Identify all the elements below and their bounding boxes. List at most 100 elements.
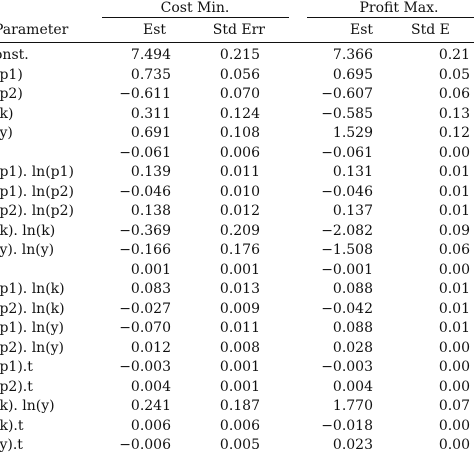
table-row: (p1).t −0.003 0.001 −0.003 0.00 xyxy=(0,358,474,378)
profit-estimate-cell: 0.004 xyxy=(332,378,373,395)
table-row: (k) 0.311 0.124 −0.585 0.13 xyxy=(0,105,474,125)
cost-std-error-cell: 0.001 xyxy=(219,359,260,375)
cost-est-column-header: Est xyxy=(142,22,166,38)
cost-std-error-cell: 0.009 xyxy=(219,300,260,317)
profit-est-column-header: Est xyxy=(349,22,373,38)
profit-std-error-cell: 0.00 xyxy=(438,437,470,453)
profit-std-error-cell: 0.01 xyxy=(438,164,470,180)
profit-std-error-cell: 0.06 xyxy=(438,242,470,258)
cost-estimate-cell: −0.061 xyxy=(119,144,171,161)
cost-min-group-header: Cost Min. xyxy=(160,0,230,16)
cost-estimate-cell: 0.311 xyxy=(130,105,171,122)
cost-estimate-cell: 0.735 xyxy=(130,66,171,83)
cost-estimate-cell: 0.241 xyxy=(130,398,171,414)
table-row: (y).t −0.006 0.005 0.023 0.00 xyxy=(0,436,474,456)
parameter-cell: onst. xyxy=(0,47,29,63)
profit-std-error-cell: 0.00 xyxy=(438,378,470,395)
profit-estimate-cell: 0.137 xyxy=(332,203,373,219)
profit-std-error-cell: 0.06 xyxy=(438,86,470,102)
profit-std-error-cell: 0.07 xyxy=(438,398,470,414)
profit-estimate-cell: −1.508 xyxy=(321,242,373,258)
parameter-cell: (p1). ln(y) xyxy=(0,320,65,336)
profit-estimate-cell: 0.028 xyxy=(332,339,373,356)
profit-estimate-cell: −0.042 xyxy=(321,300,373,317)
table-row: (k). ln(y) 0.241 0.187 1.770 0.07 xyxy=(0,397,474,417)
cost-std-error-cell: 0.011 xyxy=(219,320,260,336)
cost-std-error-cell: 0.209 xyxy=(219,222,260,239)
cost-estimate-cell: 0.691 xyxy=(130,125,171,141)
table-row: onst. 7.494 0.215 7.366 0.21 xyxy=(0,46,474,66)
cost-std-error-cell: 0.006 xyxy=(219,417,260,434)
parameter-cell: (y) xyxy=(0,125,13,141)
profit-std-error-cell: 0.13 xyxy=(438,105,470,122)
parameter-cell: (p1). ln(p1) xyxy=(0,164,74,180)
cost-std-error-cell: 0.215 xyxy=(219,47,260,63)
parameter-cell: (k). ln(y) xyxy=(0,398,55,414)
cost-std-error-cell: 0.176 xyxy=(219,242,260,258)
profit-std-error-cell: 0.00 xyxy=(438,359,470,375)
parameter-cell: (p1). ln(k) xyxy=(0,281,65,297)
cost-std-error-cell: 0.006 xyxy=(219,144,260,161)
table-row: (p1) 0.735 0.056 0.695 0.05 xyxy=(0,66,474,86)
cost-estimate-cell: 7.494 xyxy=(130,47,171,63)
table-row: (p2). ln(p2) 0.138 0.012 0.137 0.01 xyxy=(0,202,474,222)
cost-estimate-cell: 0.138 xyxy=(130,203,171,219)
profit-estimate-cell: −0.003 xyxy=(321,359,373,375)
profit-std-error-cell: 0.00 xyxy=(438,417,470,434)
cost-std-error-cell: 0.013 xyxy=(219,281,260,297)
cost-estimate-cell: −0.027 xyxy=(119,300,171,317)
parameter-cell: t xyxy=(0,261,119,281)
table-row: (p2). ln(y) 0.012 0.008 0.028 0.00 xyxy=(0,339,474,359)
parameter-cell: (p2). ln(y) xyxy=(0,339,65,356)
profit-estimate-cell: −0.018 xyxy=(321,417,373,434)
parameter-column-header: Parameter xyxy=(0,22,69,38)
cost-estimate-cell: −0.006 xyxy=(119,437,171,453)
cost-std-error-cell: 0.005 xyxy=(219,437,260,453)
parameter-cell: (p1). ln(p2) xyxy=(0,183,74,200)
cost-estimate-cell: 0.083 xyxy=(130,281,171,297)
profit-estimate-cell: 7.366 xyxy=(332,47,373,63)
cost-std-error-cell: 0.001 xyxy=(219,378,260,395)
profit-estimate-cell: 0.131 xyxy=(332,164,373,180)
profit-std-error-cell: 0.21 xyxy=(438,47,470,63)
parameter-cell: (k). ln(k) xyxy=(0,222,56,239)
profit-estimate-cell: −0.585 xyxy=(321,105,373,122)
table-row: (y) 0.691 0.108 1.529 0.12 xyxy=(0,124,474,144)
cost-estimate-cell: 0.006 xyxy=(130,417,171,434)
profit-estimate-cell: 1.770 xyxy=(332,398,373,414)
cost-std-error-cell: 0.008 xyxy=(219,339,260,356)
profit-std-error-cell: 0.01 xyxy=(438,300,470,317)
table-row: (k). ln(k) −0.369 0.209 −2.082 0.09 xyxy=(0,222,474,242)
profit-estimate-cell: −0.607 xyxy=(321,86,373,102)
profit-estimate-cell: −2.082 xyxy=(321,222,373,239)
table-row: (p1). ln(k) 0.083 0.013 0.088 0.01 xyxy=(0,280,474,300)
profit-max-group-rule xyxy=(307,17,474,18)
profit-std-error-cell: 0.01 xyxy=(438,281,470,297)
profit-estimate-cell: −0.046 xyxy=(321,183,373,200)
profit-max-group-header: Profit Max. xyxy=(359,0,439,16)
profit-std-err-column-header: Std E xyxy=(411,22,450,38)
cost-std-error-cell: 0.056 xyxy=(219,66,260,83)
cost-std-error-cell: 0.108 xyxy=(219,125,260,141)
profit-estimate-cell: 0.695 xyxy=(332,66,373,83)
profit-std-error-cell: 0.01 xyxy=(438,203,470,219)
cost-estimate-cell: −0.046 xyxy=(119,183,171,200)
parameter-cell: (p1).t xyxy=(0,359,33,375)
profit-std-error-cell: 0.09 xyxy=(438,222,470,239)
cost-std-error-cell: 0.001 xyxy=(219,261,260,278)
profit-std-error-cell: 0.12 xyxy=(438,125,470,141)
cost-estimate-cell: −0.003 xyxy=(119,359,171,375)
profit-std-error-cell: 0.05 xyxy=(438,66,470,83)
parameter-cell: (p2) xyxy=(0,86,23,102)
profit-std-error-cell: 0.00 xyxy=(438,339,470,356)
cost-estimate-cell: −0.369 xyxy=(119,222,171,239)
cost-estimate-cell: −0.070 xyxy=(119,320,171,336)
table-row: (p1). ln(p1) 0.139 0.011 0.131 0.01 xyxy=(0,163,474,183)
profit-std-error-cell: 0.01 xyxy=(438,320,470,336)
cost-std-error-cell: 0.010 xyxy=(219,183,260,200)
table-header: Cost Min. Profit Max. Parameter Est Std … xyxy=(0,0,474,43)
table-row: (p2) −0.611 0.070 −0.607 0.06 xyxy=(0,85,474,105)
table-body: onst. 7.494 0.215 7.366 0.21 (p1) 0.735 … xyxy=(0,46,474,456)
profit-estimate-cell: −0.061 xyxy=(321,144,373,161)
